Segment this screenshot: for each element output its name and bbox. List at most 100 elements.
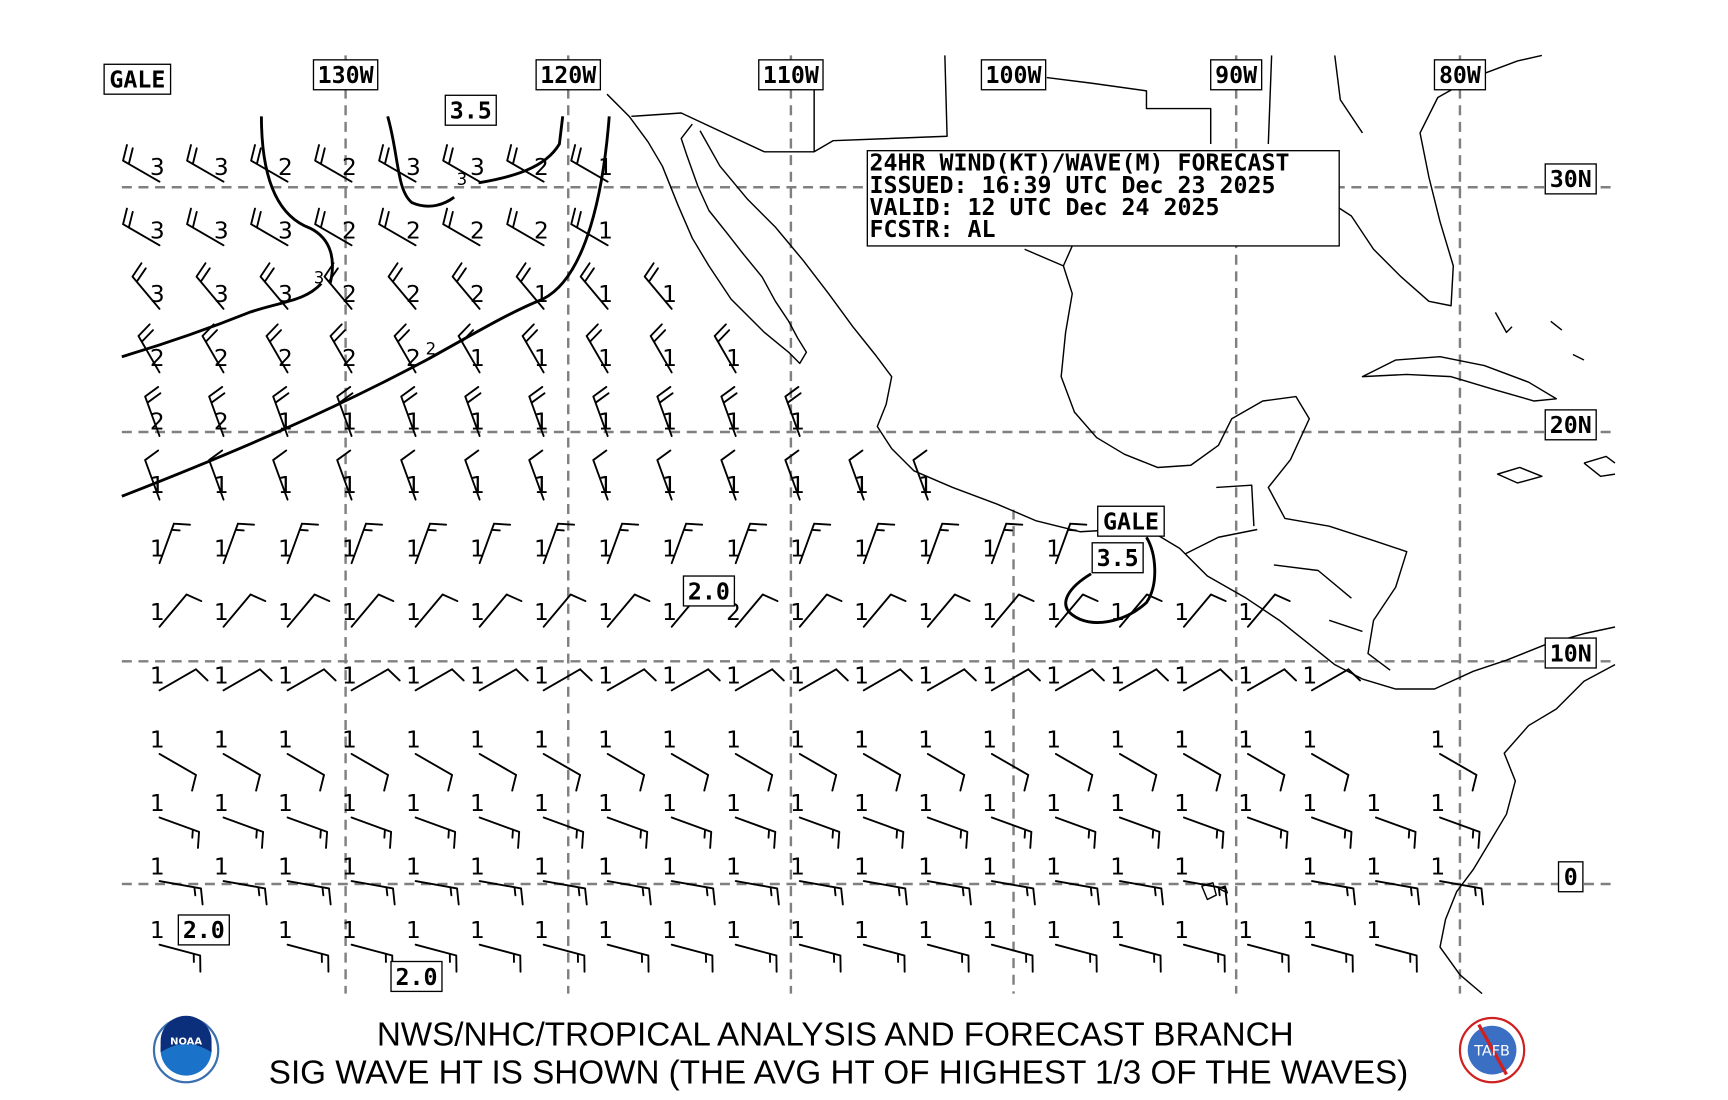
- wind-barb: [990, 593, 1035, 628]
- max-wave-s: 2.0: [390, 960, 443, 993]
- wave-height-value: 1: [278, 663, 293, 690]
- graticule: [121, 55, 1616, 994]
- wave-height-value: 1: [982, 917, 997, 944]
- wave-height-value: 1: [918, 472, 933, 499]
- max-wave-tehuantepec: 3.5: [1091, 542, 1144, 574]
- valid-time: VALID: 12 UTC Dec 24 2025: [870, 194, 1220, 221]
- wave-height-value: 2: [470, 281, 485, 308]
- wave-height-value: 2: [214, 408, 229, 435]
- noaa-logo: NOAA: [152, 1015, 220, 1084]
- wave-height-value: 1: [662, 853, 677, 880]
- wind-barb: [1054, 752, 1094, 792]
- wind-barb: [414, 943, 458, 973]
- wind-barb: [1054, 522, 1088, 565]
- south-america-coast: [1439, 664, 1616, 995]
- wave-height-value: 1: [342, 472, 357, 499]
- svg-text:80W: 80W: [1439, 62, 1481, 89]
- wave-height-value: 1: [470, 853, 485, 880]
- wave-height-value: 1: [406, 790, 421, 817]
- wind-barb: [798, 816, 841, 849]
- issued-time: ISSUED: 16:39 UTC Dec 23 2025: [870, 172, 1276, 199]
- wind-barb: [515, 262, 545, 310]
- wave-height-value: 1: [1046, 663, 1061, 690]
- wave-height-value: 1: [854, 536, 869, 563]
- wind-barb: [926, 943, 970, 973]
- wave-height-value: 1: [598, 790, 613, 817]
- svg-text:90W: 90W: [1215, 62, 1257, 89]
- contour-label: 2: [426, 339, 437, 358]
- wind-barb: [926, 880, 972, 906]
- wind-barb: [122, 207, 161, 247]
- wave-height-value: 1: [790, 663, 805, 690]
- cuba: [1361, 355, 1558, 402]
- wind-barb: [798, 522, 832, 565]
- wind-barb: [201, 323, 225, 374]
- wave-height-value: 1: [278, 853, 293, 880]
- lon-label-90w: 90W: [1210, 59, 1263, 91]
- wave-height-value: 1: [726, 345, 741, 372]
- wind-barb: [1118, 880, 1164, 906]
- wind-barb: [734, 522, 768, 565]
- baja-california: [606, 93, 808, 365]
- wind-barb: [222, 880, 268, 906]
- wave-height-value: 1: [918, 536, 933, 563]
- wind-barb: [122, 144, 161, 183]
- wave-height-value: 1: [470, 790, 485, 817]
- wave-height-value: 1: [982, 663, 997, 690]
- gale-warning-nw: GALE: [103, 63, 172, 95]
- wind-barb: [606, 668, 657, 692]
- svg-text:10N: 10N: [1550, 640, 1592, 667]
- wind-barb: [286, 668, 337, 692]
- wave-height-value: 1: [790, 726, 805, 753]
- wind-barb: [798, 668, 849, 692]
- wind-barb: [350, 943, 394, 973]
- wave-height-value: 1: [662, 345, 677, 372]
- wave-height-value: 1: [726, 726, 741, 753]
- wave-height-value: 1: [470, 408, 485, 435]
- wind-barb: [286, 752, 325, 792]
- wave-height-value: 1: [1110, 599, 1125, 626]
- wind-barb: [606, 593, 651, 628]
- wave-height-value: 1: [726, 472, 741, 499]
- lon-label-110w: 110W: [758, 59, 824, 91]
- wind-barb: [478, 943, 522, 973]
- wave-height-value: 1: [1046, 599, 1061, 626]
- wind-barbs: [122, 144, 1485, 973]
- wave-height-value: 1: [214, 472, 229, 499]
- wave-height-value: 1: [278, 726, 293, 753]
- wave-height-value: 1: [918, 663, 933, 690]
- wave-height-value: 1: [1366, 853, 1381, 880]
- wave-height-value: 1: [342, 853, 357, 880]
- central-america-borders: [1184, 484, 1363, 633]
- wind-barb: [286, 880, 332, 906]
- wind-barb: [990, 943, 1034, 973]
- wind-barb: [1118, 752, 1158, 792]
- wave-height-value: 1: [854, 790, 869, 817]
- wave-height-value: 1: [726, 917, 741, 944]
- wind-barb: [131, 262, 161, 310]
- wind-barb: [579, 262, 609, 310]
- contour-label: 3: [314, 269, 325, 288]
- wind-barb: [784, 449, 801, 501]
- wind-barb: [158, 943, 202, 973]
- wave-height-value: 2: [214, 345, 229, 372]
- forecast-title: 24HR WIND(KT)/WAVE(M) FORECAST: [870, 150, 1290, 177]
- lat-label-equator: 0: [1557, 861, 1584, 893]
- wind-barb: [1054, 593, 1099, 628]
- bahamas: [1494, 312, 1585, 361]
- svg-text:100W: 100W: [986, 62, 1042, 89]
- wave-height-value: 2: [342, 281, 357, 308]
- svg-text:NOAA: NOAA: [170, 1037, 202, 1048]
- wave-height-value: 2: [342, 218, 357, 245]
- wind-barb: [1118, 593, 1163, 628]
- wave-height-value: 1: [1046, 726, 1061, 753]
- wave-height-value: 1: [918, 599, 933, 626]
- wind-barb: [378, 207, 417, 247]
- wave-height-value: 1: [406, 536, 421, 563]
- wave-height-value: 1: [214, 853, 229, 880]
- wind-barb: [606, 880, 652, 906]
- max-wave-mid: 2.0: [682, 575, 736, 607]
- wind-barb: [272, 449, 289, 501]
- wind-barb: [350, 752, 389, 792]
- wind-barb: [286, 943, 330, 973]
